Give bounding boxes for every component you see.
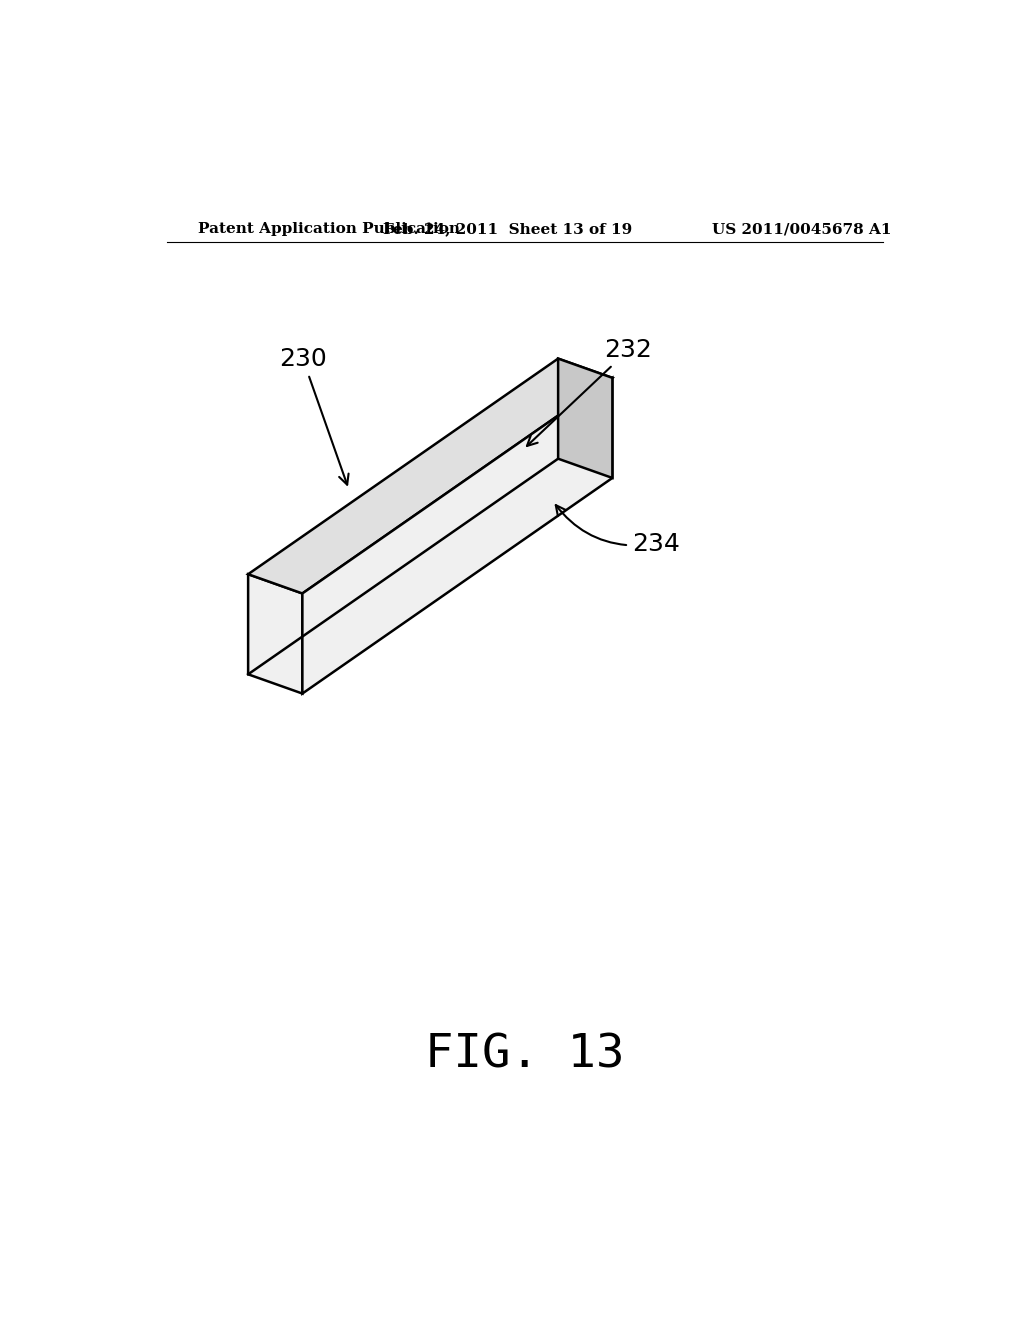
Polygon shape [248,574,302,693]
Text: 230: 230 [280,347,348,484]
Text: Feb. 24, 2011  Sheet 13 of 19: Feb. 24, 2011 Sheet 13 of 19 [383,222,633,236]
Polygon shape [302,378,612,693]
Polygon shape [558,359,612,478]
Text: Patent Application Publication: Patent Application Publication [198,222,460,236]
Text: FIG. 13: FIG. 13 [425,1034,625,1078]
Text: 232: 232 [527,338,652,446]
Text: US 2011/0045678 A1: US 2011/0045678 A1 [713,222,892,236]
Polygon shape [248,359,612,594]
Text: 234: 234 [556,506,680,556]
